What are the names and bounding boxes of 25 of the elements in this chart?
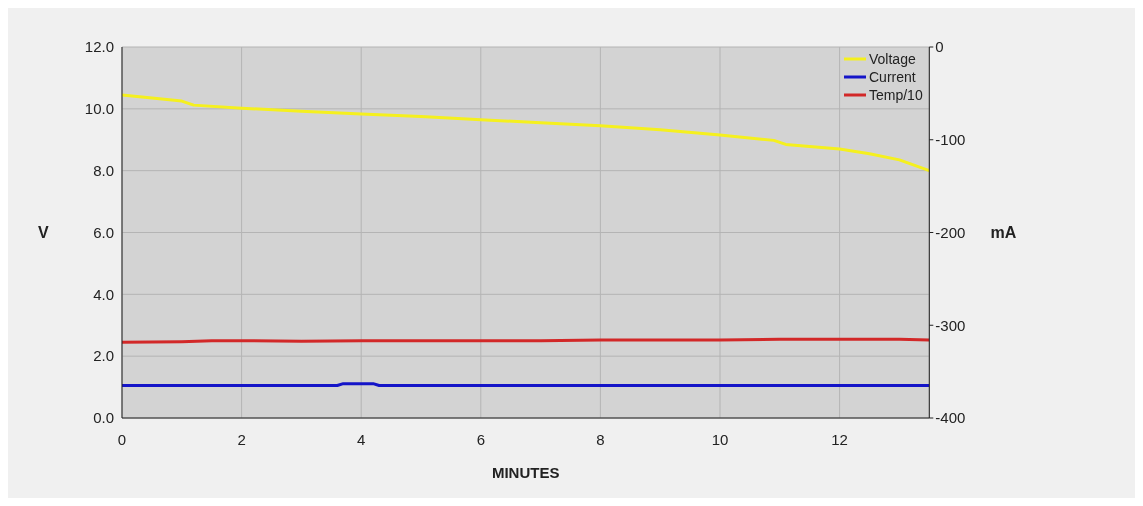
- x-tick-label: 2: [237, 430, 246, 448]
- y2-tick-label: -100: [935, 131, 966, 149]
- x-tick-label: 0: [117, 430, 127, 448]
- legend-label: Temp/10: [869, 87, 923, 103]
- y-axis-title: V: [38, 224, 49, 242]
- y2-tick-label: -400: [935, 409, 966, 427]
- legend-label: Voltage: [869, 51, 916, 67]
- y2-tick-label: -300: [935, 316, 966, 334]
- y-tick-label: 0.0: [93, 409, 114, 427]
- legend-label: Current: [869, 69, 916, 85]
- x-axis-title: MINUTES: [491, 464, 560, 481]
- y-tick-label: 2.0: [93, 347, 114, 365]
- y2-axis-title: mA: [990, 224, 1017, 242]
- y-tick-label: 10.0: [84, 100, 114, 118]
- x-tick-label: 6: [476, 430, 485, 448]
- y-tick-label: 6.0: [93, 223, 114, 241]
- x-tick-label: 8: [596, 430, 605, 448]
- x-tick-label: 12: [831, 430, 848, 448]
- x-tick-label: 10: [711, 430, 729, 448]
- y-tick-label: 4.0: [93, 285, 114, 303]
- y2-tick-label: 0: [935, 38, 944, 56]
- x-tick-label: 4: [357, 430, 366, 448]
- y2-tick-label: -200: [935, 223, 966, 241]
- y-tick-label: 12.0: [84, 38, 114, 56]
- y-tick-label: 8.0: [93, 161, 114, 179]
